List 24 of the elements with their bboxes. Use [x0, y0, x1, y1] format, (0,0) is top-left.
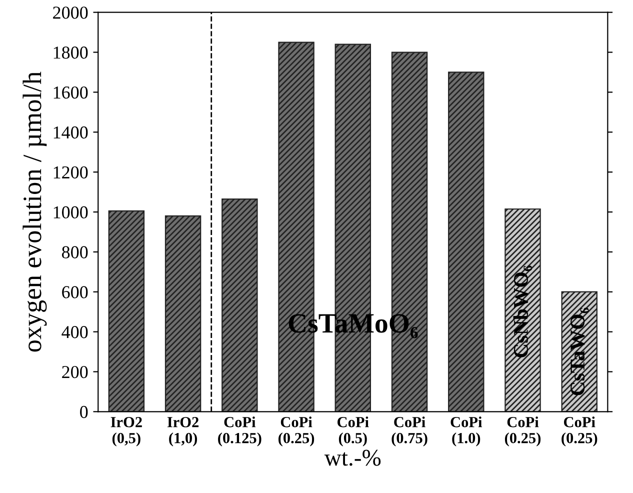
- y-tick-label: 2000: [53, 6, 88, 19]
- y-tick-label: 400: [62, 326, 88, 338]
- x-tick-label: IrO2 (1,0): [167, 417, 199, 446]
- annotation: CsNbWO₆: [513, 266, 532, 358]
- x-tick-label: CoPi (0.25): [504, 416, 541, 446]
- y-tick-label: 1400: [54, 126, 88, 139]
- y-tick-label: 200: [62, 366, 88, 378]
- y-tick-label: 0: [80, 406, 88, 418]
- y-tick-label: 1800: [54, 46, 88, 59]
- x-tick-label: CoPi (0.5): [338, 416, 369, 446]
- x-tick-label: CoPi (0.125): [218, 416, 262, 446]
- x-tick-label: CoPi (0.25): [562, 416, 598, 446]
- y-axis-title: oxygen evolution / µmol/h: [22, 72, 47, 352]
- x-tick-label: CoPi (0.25): [278, 416, 314, 446]
- y-tick-label: 600: [62, 286, 88, 298]
- annotation: CsTaWO₆: [570, 308, 589, 396]
- x-tick-label: CoPi (1.0): [450, 416, 482, 446]
- y-tick-label: 800: [62, 246, 88, 258]
- y-tick-label: 1000: [54, 206, 88, 218]
- y-tick-label: 1200: [54, 166, 88, 178]
- y-tick-label: 1600: [54, 86, 88, 99]
- x-tick-label: CoPi (0.75): [392, 416, 428, 446]
- x-axis-title: wt.-%: [324, 450, 381, 466]
- x-tick-label: IrO2 (0,5): [110, 417, 142, 446]
